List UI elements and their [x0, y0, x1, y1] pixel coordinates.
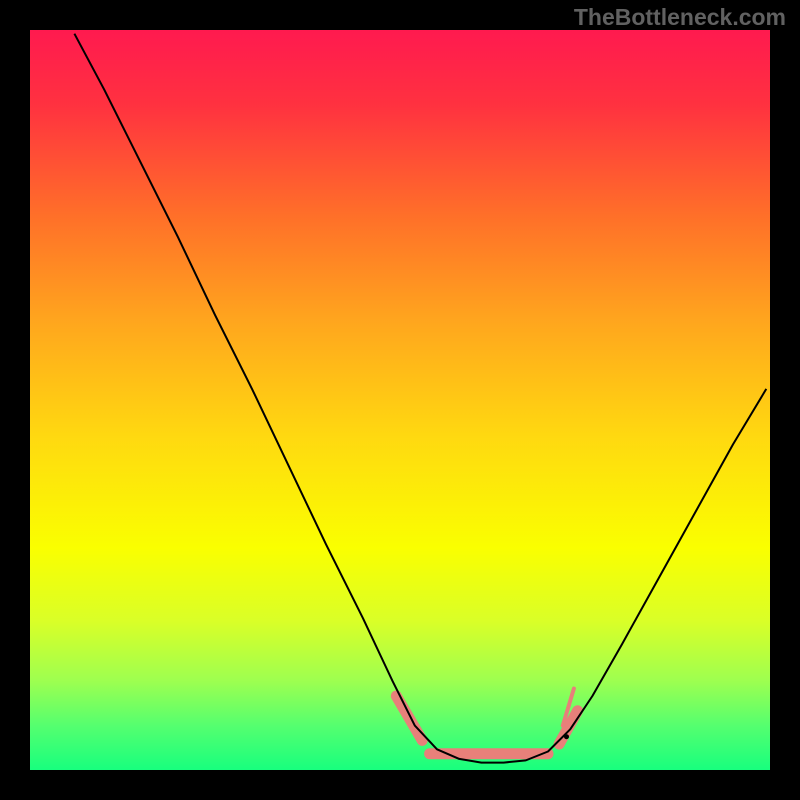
chart-svg	[30, 30, 770, 770]
watermark-text: TheBottleneck.com	[574, 4, 786, 31]
bottom-dot	[564, 734, 569, 739]
bottleneck-chart	[30, 30, 770, 770]
chart-background	[30, 30, 770, 770]
